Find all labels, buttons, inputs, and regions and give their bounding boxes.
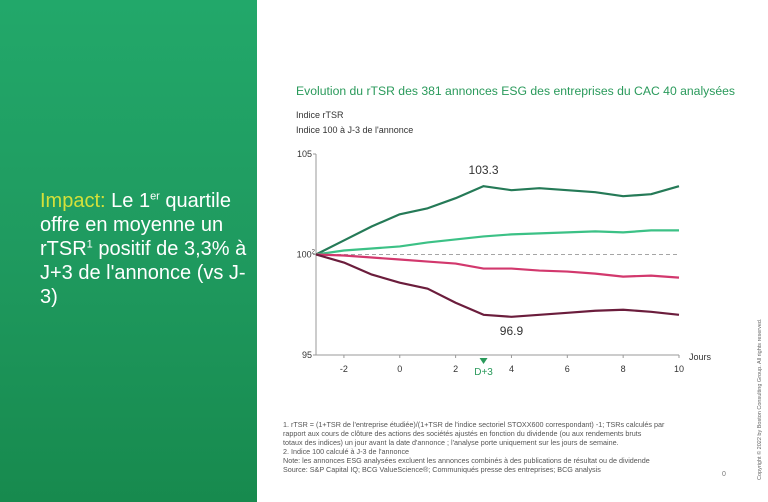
series-line-4 [315,253,680,318]
impact-text-3: positif de 3,3% à J+3 de l'annonce (vs J… [40,238,247,308]
x-tick-label: 10 [674,364,684,374]
data-label: 96.9 [500,324,524,338]
footnote-line: rapport aux cours de clôture des actions… [283,429,642,438]
series-line-1 [315,185,680,256]
series-line-3 [315,253,680,279]
left-panel [0,0,257,502]
series-line-2 [315,229,679,256]
footnote-line: Note: les annonces ESG analysées excluen… [283,456,650,465]
copyright-notice: Copyright © 2022 by Boston Consulting Gr… [757,318,763,481]
x-tick-label: 6 [565,364,570,374]
x-tick-label: 4 [509,364,514,374]
chart-title: Evolution du rTSR des 381 annonces ESG d… [296,84,735,98]
x-tick-label: 8 [621,364,626,374]
x-tick-label: 0 [397,364,402,374]
page-number: 0 [722,471,726,478]
impact-footnote-ref: 1 [86,238,93,251]
impact-keyword: Impact: [40,190,106,212]
y-tick-footnote-ref: 2 [312,250,316,256]
day-marker-icon [479,358,488,364]
footnote-line: Source: S&P Capital IQ; BCG ValueScience… [283,465,601,474]
day-marker-label: D+3 [474,367,493,378]
footnotes: 1. rTSR = (1+TSR de l'entreprise étudiée… [283,420,723,474]
impact-text-1: Le 1 [105,190,151,212]
x-tick-label: -2 [340,364,348,374]
y-axis-sublabel: Indice 100 à J-3 de l'annonce [296,125,414,135]
data-label: 103.3 [469,163,499,177]
footnote-line: 2. Indice 100 calculé à J-3 de l'annonce [283,447,410,456]
y-tick-label: 1002 [297,250,316,260]
y-axis-label: Indice rTSR [296,110,344,120]
impact-text-2: quartile offre en moyenne un rTSR [40,190,231,260]
impact-superscript-er: er [150,190,160,203]
footnote-line: totaux des indices) un jour avant la dat… [283,438,619,447]
y-tick-label: 95 [302,350,312,360]
x-tick-label: 2 [453,364,458,374]
y-tick-label: 105 [297,149,312,159]
x-axis-label: Jours [689,352,712,362]
impact-statement: Impact: Le 1er quartile offre en moyenne… [40,189,255,309]
footnote-line: 1. rTSR = (1+TSR de l'entreprise étudiée… [283,420,665,429]
